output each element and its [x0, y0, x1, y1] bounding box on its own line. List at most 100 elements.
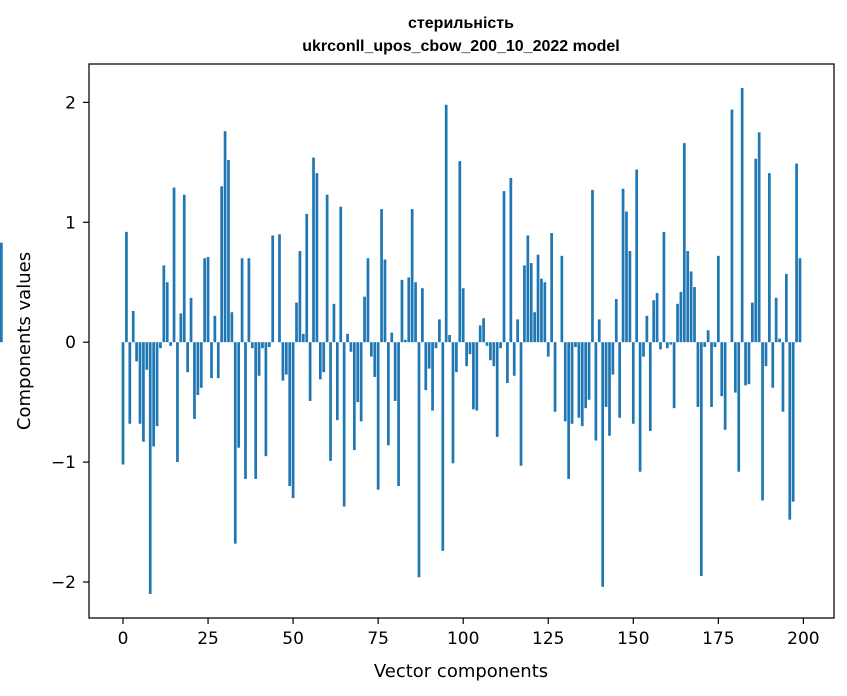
x-tick-label: 125 — [532, 629, 564, 649]
bar-component-87 — [417, 342, 421, 578]
bar-component-74 — [373, 342, 377, 377]
bar-component-101 — [465, 342, 468, 367]
bar-component-140 — [597, 319, 601, 343]
bar-component-17 — [179, 313, 183, 343]
bar-component-81 — [397, 342, 400, 487]
bar-component-69 — [356, 342, 360, 403]
bar-component-33 — [233, 342, 237, 544]
bar-component-169 — [696, 342, 700, 407]
bar-component-57 — [315, 173, 319, 343]
bar-component-135 — [580, 342, 584, 427]
bar-component-68 — [352, 342, 356, 451]
bar-component-22 — [196, 342, 200, 395]
bar-component-120 — [529, 263, 533, 343]
x-tick-label: 100 — [447, 629, 479, 649]
chart-title: стерильність — [408, 15, 514, 32]
bar-component-166 — [686, 251, 690, 343]
bar-component-179 — [730, 109, 734, 343]
bar-component-70 — [359, 342, 363, 422]
bar-component-34 — [237, 342, 241, 448]
bar-component-100 — [461, 288, 465, 343]
bar-component-176 — [720, 342, 724, 397]
bar-component-66 — [346, 333, 349, 343]
x-tick-label: 200 — [787, 629, 819, 649]
bar-component-11 — [159, 342, 162, 349]
bar-component-62 — [332, 303, 336, 343]
bar-component-39 — [254, 342, 258, 479]
bar-component-98 — [455, 342, 458, 373]
bar-component-174 — [713, 342, 717, 347]
bar-component-78 — [387, 342, 390, 446]
bar-component-44 — [271, 235, 275, 343]
bar-component-164 — [679, 291, 683, 343]
bar-component-65 — [342, 342, 346, 507]
bar-component-168 — [693, 287, 696, 343]
bar-component-143 — [608, 342, 611, 436]
bar-component-63 — [335, 342, 339, 421]
bar-component-9 — [152, 342, 155, 447]
bar-component-46 — [278, 234, 281, 343]
bar-component-4 — [135, 342, 138, 362]
bar-component-127 — [553, 342, 557, 412]
bar-component-132 — [570, 342, 574, 424]
bar-component-147 — [621, 188, 625, 343]
bar-component-82 — [400, 279, 404, 343]
bar-component-156 — [652, 300, 656, 343]
bar-component-112 — [502, 191, 506, 343]
bar-component-55 — [308, 342, 312, 401]
bar-component-188 — [761, 342, 764, 501]
bar-component-3 — [131, 311, 135, 343]
bar-component-187 — [757, 132, 761, 343]
bar-component-41 — [261, 342, 264, 349]
y-tick-label: −1 — [51, 453, 76, 473]
bar-component-123 — [540, 278, 543, 343]
bar-component-118 — [523, 265, 526, 343]
bar-component-24 — [203, 258, 207, 343]
bar-component-75 — [376, 342, 380, 490]
bar-component-111 — [499, 342, 502, 349]
x-axis-label: Vector components — [374, 661, 548, 682]
bar-component-191 — [771, 342, 775, 388]
bar-component-92 — [434, 342, 438, 349]
bar-component-173 — [710, 342, 713, 407]
bar-component-38 — [250, 342, 254, 349]
bar-component-26 — [210, 342, 213, 379]
bar-component-199 — [798, 258, 802, 343]
x-tick-label: 75 — [367, 629, 389, 649]
bar-component-134 — [577, 342, 581, 418]
bar-component-130 — [563, 342, 567, 422]
chart-subtitle: ukrconll_upos_cbow_200_10_2022 model — [302, 38, 619, 55]
bar-component-95 — [444, 104, 448, 343]
bar-component-189 — [764, 342, 768, 367]
bar-component-77 — [383, 259, 387, 343]
bar-component-47 — [281, 342, 285, 381]
bar-component-30 — [223, 131, 227, 343]
bar-component-72 — [366, 258, 370, 343]
bar-component-198 — [795, 163, 798, 343]
bar-component-114 — [509, 177, 513, 343]
bar-component-103 — [472, 342, 475, 410]
bar-component-121 — [533, 312, 536, 343]
bar-component-163 — [676, 303, 679, 343]
bar-component-181 — [737, 342, 741, 472]
bar-component-183 — [744, 342, 747, 386]
bar-component-35 — [240, 258, 244, 343]
bar-component-116 — [516, 319, 519, 343]
bar-component-115 — [512, 342, 516, 376]
bar-component-80 — [393, 342, 397, 401]
bar-component-197 — [791, 342, 795, 502]
bar-component-152 — [638, 342, 642, 472]
bar-component-157 — [655, 293, 659, 343]
bar-component-59 — [322, 342, 326, 373]
bar-component-23 — [199, 342, 203, 388]
bar-component-93 — [438, 319, 441, 343]
bar-component-107 — [485, 342, 489, 346]
bar-component-96 — [448, 335, 451, 343]
bar-component-31 — [227, 159, 230, 343]
bar-component-29 — [220, 186, 224, 343]
bar-component-172 — [706, 330, 710, 343]
bar-component-133 — [574, 342, 577, 347]
bar-component-71 — [363, 296, 366, 343]
bar-component-89 — [424, 342, 428, 391]
bar-component-190 — [768, 173, 771, 343]
